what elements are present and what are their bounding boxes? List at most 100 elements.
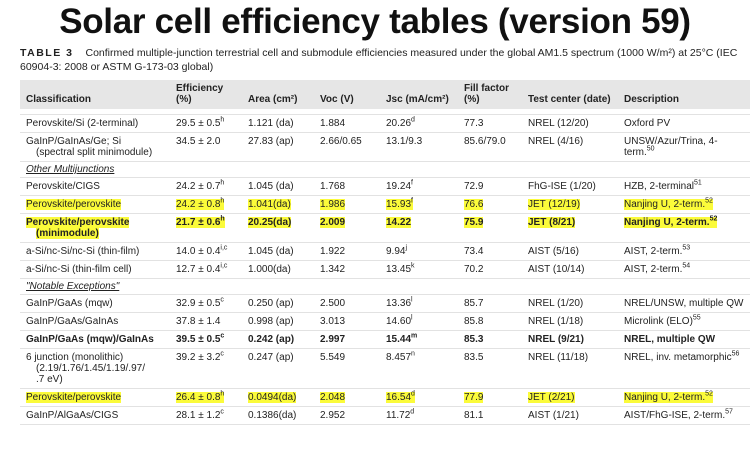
cell-text: 8.457 <box>386 352 412 363</box>
cell-content: 16.54d <box>386 391 415 403</box>
cell-content: 70.2 <box>464 264 483 275</box>
cell-text: NREL (12/20) <box>528 118 589 129</box>
cell-content: AIST, 2-term.53 <box>624 245 690 257</box>
cell-content: 8.457n <box>386 350 415 363</box>
footnote-mark: n <box>411 350 415 358</box>
cell-text: 15.93 <box>386 199 412 210</box>
table-cell: a-Si/nc-Si/nc-Si (thin-film) <box>20 242 170 261</box>
cell-content: Perovskite/perovskite <box>26 199 122 210</box>
cell-content: 76.6 <box>464 199 484 210</box>
cell-content: NREL, inv. metamorphic56 <box>624 351 739 363</box>
footnote-mark: h <box>220 215 225 223</box>
cell-content: 4-term. <box>624 109 746 114</box>
table-cell: 39.2 ± 3.2c <box>170 348 242 389</box>
cell-content: 1.342 <box>320 264 345 275</box>
cell-content: FhG-ISE (1/20) <box>528 181 596 192</box>
table-cell: GaInP/GaAs (mqw) <box>20 294 170 313</box>
cell-text: 24.2 ± 0.8 <box>176 199 221 210</box>
cell-content: GaInP/GaAs (mqw) <box>26 298 113 309</box>
cell-content: 15.44m <box>386 333 417 345</box>
table-cell: UNSW/Azur/Trina, 4-term.50 <box>618 132 750 162</box>
cell-content: Nanjing U, 2-term.52 <box>624 391 713 403</box>
table-cell: GaInP/GaAs (mqw)/GaInAs <box>20 330 170 349</box>
table-cell: NREL, inv. metamorphic56 <box>618 348 750 389</box>
table-cell: Perovskite/perovskite <box>20 195 170 214</box>
cell-text: a-Si/nc-Si/nc-Si (thin-film) <box>26 246 140 257</box>
cell-content: 85.3 <box>464 334 483 345</box>
table-cell: 1.000(da) <box>242 260 314 279</box>
cell-content: 28.1 ± 1.2c <box>176 408 224 421</box>
section-label: Other Multijunctions <box>26 164 115 175</box>
section-row: "Notable Exceptions" <box>20 278 750 295</box>
table-cell: 34.5 ± 2.0 <box>170 132 242 162</box>
table-row: GaInP/AlGaAs/CIGS 28.1 ± 1.2c 0.1386(da) 2.… <box>20 406 750 425</box>
cell-text: JET (2/21) <box>528 392 575 403</box>
cell-text: 2.997 <box>320 334 346 345</box>
cell-text: NREL (9/21) <box>528 334 584 345</box>
cell-content: 12.7 ± 0.4i,c <box>176 263 227 275</box>
table-cell: AIST/FhG-ISE, 2-term.57 <box>618 406 750 425</box>
cell-text: 0.998 (ap) <box>248 316 294 327</box>
table-cell: 2.997 <box>314 330 380 349</box>
table-cell <box>170 109 242 115</box>
table-cell: Oxford PV <box>618 114 750 133</box>
table-cell: 27.83 (ap) <box>242 132 314 162</box>
cell-content: 20.25(da) <box>248 217 292 228</box>
cell-content: 2.500 <box>320 298 345 309</box>
table-row: GaInP/GaAs/GaInAs 37.8 ± 1.4 0.998 (ap) 3.0… <box>20 312 750 331</box>
cell-content: 2.997 <box>320 334 345 345</box>
cell-text: AIST, 2-term. <box>624 264 683 275</box>
table-row: Perovskite/perovskite 24.2 ± 0.8h 1.041(da… <box>20 195 750 214</box>
table-cell: NREL (4/16) <box>522 132 618 162</box>
cell-line: Perovskite/perovskite <box>26 217 166 228</box>
cell-text: 28.1 ± 1.2 <box>176 410 221 421</box>
cell-content: AIST (10/14) <box>528 264 585 275</box>
column-header: Classification <box>20 80 170 109</box>
table-cell: Perovskite/perovskite <box>20 388 170 407</box>
cell-text: 14.22 <box>386 217 412 228</box>
table-cell: HZB, 2-terminal51 <box>618 177 750 196</box>
footnote-mark: k <box>411 262 415 270</box>
footnote-mark: h <box>220 197 225 205</box>
cell-text: 20.26 <box>386 118 412 129</box>
cell-text: 16.54 <box>386 392 412 403</box>
cell-content: 1.045 (da) <box>248 181 294 192</box>
column-header: Test center (date) <box>522 80 618 109</box>
cell-text: 39.5 ± 0.5 <box>176 334 221 345</box>
cell-content: 24.2 ± 0.7h <box>176 180 224 192</box>
table-cell: 13.1/9.3 <box>380 132 458 162</box>
table-cell: 15.44m <box>380 330 458 349</box>
cell-text: 75.9 <box>464 217 484 228</box>
column-header: Efficiency (%) <box>170 80 242 109</box>
footnote-mark: c <box>220 408 224 416</box>
table-cell: NREL (9/21) <box>522 330 618 349</box>
cell-text: 0.250 (ap) <box>248 298 294 309</box>
cell-text: 1.768 <box>320 181 346 192</box>
cell-content: 9.94j <box>386 245 407 257</box>
table-cell <box>458 109 522 115</box>
cell-text: 85.8 <box>464 316 484 327</box>
table-cell: 28.1 ± 1.2c <box>170 406 242 425</box>
cell-content: 1.041(da) <box>248 199 291 210</box>
footnote-mark: c <box>220 332 225 340</box>
cell-text: 77.9 <box>464 392 484 403</box>
table-cell <box>314 109 380 115</box>
efficiency-table: Classification Efficiency (%) Area (cm²) Vo… <box>20 80 750 425</box>
cell-content: 72.9 <box>464 181 483 192</box>
cell-content: a-Si/nc-Si/nc-Si (thin-film) <box>26 246 139 257</box>
cell-text: AIST/FhG-ISE, 2-term. <box>624 410 726 421</box>
table-cell: 12.7 ± 0.4i,c <box>170 260 242 279</box>
cell-text: 13.45 <box>386 264 412 275</box>
cell-content: 0.1386(da) <box>248 410 296 421</box>
footnote-mark: 57 <box>725 408 733 416</box>
cell-content: NREL/UNSW, multiple QW <box>624 298 743 309</box>
cell-text: 1.041(da) <box>248 199 291 210</box>
table-cell <box>522 109 618 115</box>
caption-label: TABLE 3 <box>20 47 74 59</box>
table-row: GaInP/GaInAs/Ge; Si (spectral split minim… <box>20 132 750 162</box>
header-row: Classification Efficiency (%) Area (cm²) Vo… <box>20 80 750 109</box>
column-header: Area (cm²) <box>242 80 314 109</box>
cell-text: Nanjing U, 2-term. <box>624 199 706 210</box>
cell-content: 85.8 <box>464 316 483 327</box>
cell-content: a-Si/nc-Si (thin-film cell) <box>26 264 132 275</box>
